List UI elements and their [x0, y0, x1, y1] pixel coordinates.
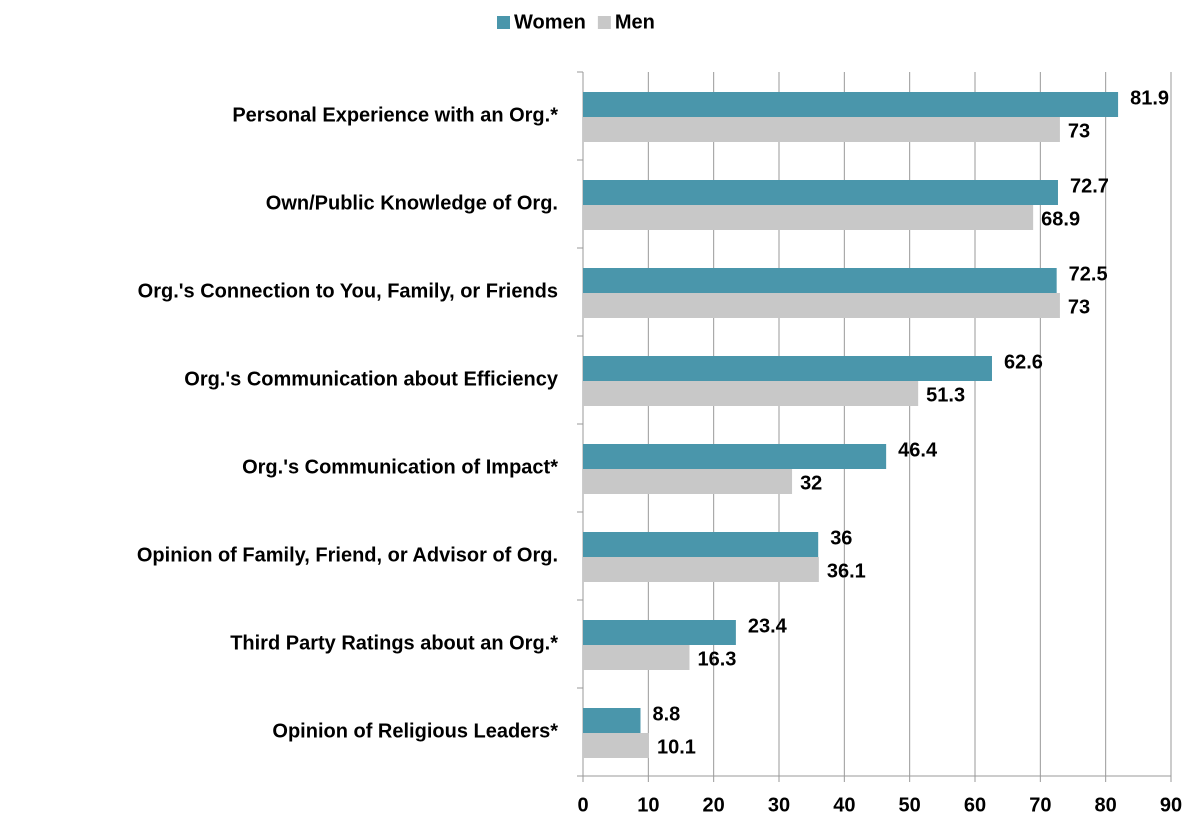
- data-label: 16.3: [697, 648, 736, 670]
- y-tick-label: Own/Public Knowledge of Org.: [266, 192, 558, 214]
- x-tick-label: 40: [833, 794, 855, 816]
- data-label: 73: [1068, 296, 1090, 318]
- bar: [583, 708, 641, 733]
- data-label: 73: [1068, 120, 1090, 142]
- data-label: 32: [800, 472, 822, 494]
- x-tick-label: 60: [964, 794, 986, 816]
- bar: [583, 205, 1034, 230]
- y-tick-label: Org.'s Connection to You, Family, or Fri…: [138, 280, 558, 302]
- y-tick-label: Org.'s Communication about Efficiency: [184, 368, 559, 390]
- bar: [583, 117, 1060, 142]
- bar: [583, 268, 1057, 293]
- data-label: 51.3: [926, 384, 965, 406]
- y-tick-label: Third Party Ratings about an Org.*: [230, 632, 558, 654]
- bar: [583, 356, 992, 381]
- y-tick-label: Opinion of Religious Leaders*: [272, 720, 558, 742]
- data-label: 36: [830, 527, 852, 549]
- x-tick-label: 80: [1095, 794, 1117, 816]
- data-label: 72.5: [1069, 263, 1108, 285]
- x-tick-label: 0: [577, 794, 588, 816]
- legend-label: Women: [514, 11, 586, 33]
- bar: [583, 620, 736, 645]
- bar: [583, 444, 887, 469]
- data-label: 8.8: [652, 703, 680, 725]
- y-tick-label: Personal Experience with an Org.*: [232, 104, 558, 126]
- legend-swatch: [597, 16, 611, 29]
- data-label: 81.9: [1130, 87, 1169, 109]
- data-label: 72.7: [1070, 175, 1109, 197]
- bar: [583, 557, 819, 582]
- bar: [583, 733, 649, 758]
- y-tick-label: Org.'s Communication of Impact*: [242, 456, 558, 478]
- data-label: 36.1: [827, 560, 866, 582]
- bar: [583, 532, 819, 557]
- x-tick-label: 10: [637, 794, 659, 816]
- data-label: 10.1: [657, 736, 696, 758]
- legend-swatch: [497, 16, 510, 29]
- data-label: 46.4: [898, 439, 938, 461]
- x-tick-label: 70: [1029, 794, 1051, 816]
- bar: [583, 381, 919, 406]
- x-tick-label: 20: [703, 794, 725, 816]
- x-tick-label: 30: [768, 794, 790, 816]
- data-label: 23.4: [748, 615, 788, 637]
- legend-label: Men: [615, 11, 655, 33]
- y-tick-label: Opinion of Family, Friend, or Advisor of…: [137, 544, 558, 566]
- data-label: 62.6: [1004, 351, 1043, 373]
- x-tick-label: 90: [1160, 794, 1182, 816]
- x-tick-label: 50: [899, 794, 921, 816]
- bar: [583, 469, 793, 494]
- bar: [583, 180, 1058, 205]
- bar: [583, 645, 690, 670]
- data-label: 68.9: [1041, 208, 1080, 230]
- bar: [583, 293, 1060, 318]
- bar: [583, 92, 1119, 117]
